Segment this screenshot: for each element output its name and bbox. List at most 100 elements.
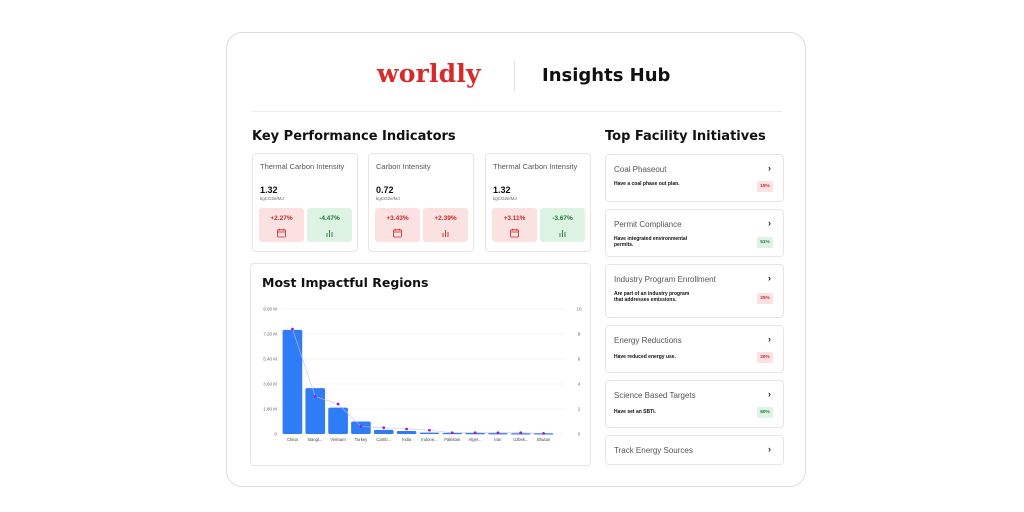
kpi-name: Thermal Carbon Intensity bbox=[493, 162, 578, 171]
bar-chart-icon bbox=[559, 230, 566, 237]
initiative-industry-program-enrollment[interactable]: Industry Program Enrollment › Are part o… bbox=[605, 264, 784, 318]
y-tick-right: 8 bbox=[578, 332, 581, 337]
calendar-icon bbox=[277, 228, 286, 238]
x-tick-label: Bangl... bbox=[308, 437, 322, 442]
initiative-desc: Have integrated environmental permits. bbox=[614, 236, 688, 248]
series-point bbox=[405, 427, 408, 431]
y-tick-right: 4 bbox=[578, 382, 581, 387]
series-point bbox=[542, 431, 545, 435]
chevron-right-icon[interactable]: › bbox=[768, 444, 771, 454]
bar bbox=[305, 388, 326, 434]
kpi-name: Thermal Carbon Intensity bbox=[260, 162, 345, 171]
calendar-icon bbox=[510, 228, 519, 238]
initiatives-section-title: Top Facility Initiatives bbox=[605, 129, 766, 144]
initiative-name: Permit Compliance bbox=[614, 220, 682, 229]
bar bbox=[419, 432, 440, 434]
x-tick-label: Indone... bbox=[421, 437, 437, 442]
x-tick-label: China bbox=[287, 437, 299, 442]
initiative-name: Industry Program Enrollment bbox=[614, 275, 716, 284]
bar bbox=[282, 329, 303, 434]
initiative-pct-badge: 20% bbox=[757, 352, 773, 363]
y-tick-left: 0 bbox=[274, 432, 277, 437]
x-tick-label: Alger... bbox=[469, 437, 482, 442]
series-point bbox=[450, 431, 454, 435]
x-tick-label: Turkey bbox=[355, 437, 369, 442]
series-point bbox=[382, 426, 386, 430]
chevron-right-icon[interactable]: › bbox=[768, 334, 771, 344]
initiative-pct-badge: 51% bbox=[757, 237, 773, 248]
x-tick-label: Pakistan bbox=[444, 437, 461, 442]
kpi-change-value: +2.27% bbox=[270, 215, 293, 222]
kpi-change-value: -4.47% bbox=[319, 215, 340, 222]
kpi-unit: kgCO2e/MJ bbox=[260, 196, 284, 201]
chevron-right-icon[interactable]: › bbox=[768, 273, 771, 283]
kpi-change-value: +3.43% bbox=[386, 215, 409, 222]
regions-title: Most Impactful Regions bbox=[262, 275, 429, 290]
header-divider bbox=[514, 61, 515, 91]
kpi-change-value: -3.67% bbox=[552, 215, 573, 222]
series-point bbox=[473, 431, 477, 435]
header-rule bbox=[252, 111, 782, 112]
x-tick-label: Vietnam bbox=[330, 437, 346, 442]
kpi-value: 1.32 bbox=[493, 185, 511, 195]
initiative-desc: Are part of an industry program that add… bbox=[614, 291, 690, 303]
series-point bbox=[359, 425, 363, 428]
x-tick-label: Iran bbox=[494, 437, 502, 442]
initiative-pct-badge: 60% bbox=[757, 407, 773, 418]
initiative-desc: Have a coal phase out plan. bbox=[614, 181, 680, 187]
x-tick-label: Camb... bbox=[376, 437, 391, 442]
kpi-change-benchmark[interactable]: +2.39% bbox=[423, 208, 468, 242]
x-tick-label: Uzbek... bbox=[513, 437, 528, 442]
kpi-value: 1.32 bbox=[260, 185, 278, 195]
series-point bbox=[336, 402, 340, 406]
y-tick-left: 7.20 M bbox=[263, 332, 277, 337]
chevron-right-icon[interactable]: › bbox=[768, 163, 771, 173]
kpi-change-value: +3.11% bbox=[503, 215, 526, 222]
kpi-section-title: Key Performance Indicators bbox=[252, 129, 456, 144]
series-point bbox=[496, 431, 500, 435]
kpi-change-benchmark[interactable]: -4.47% bbox=[307, 208, 352, 242]
initiative-name: Energy Reductions bbox=[614, 336, 682, 345]
y-tick-left: 1.80 M bbox=[263, 407, 277, 412]
regions-panel: Most Impactful Regions 0 0 1.80 M 2 3.60 M 4 5… bbox=[250, 263, 591, 466]
chevron-right-icon[interactable]: › bbox=[768, 218, 771, 228]
series-line bbox=[292, 328, 544, 434]
bar bbox=[328, 407, 348, 434]
initiative-name: Track Energy Sources bbox=[614, 446, 693, 455]
initiative-name: Science Based Targets bbox=[614, 391, 696, 400]
initiative-science-based-targets[interactable]: Science Based Targets › Have set an SBTi… bbox=[605, 380, 784, 428]
kpi-change-period[interactable]: +2.27% bbox=[259, 208, 304, 242]
kpi-card-thermal-carbon-intensity[interactable]: Thermal Carbon Intensity 1.32 kgCO2e/MJ … bbox=[252, 153, 358, 252]
initiative-pct-badge: 25% bbox=[757, 293, 773, 304]
series-point bbox=[313, 395, 317, 398]
kpi-unit: kgCO2e/MJ bbox=[376, 196, 400, 201]
series-point bbox=[428, 428, 431, 432]
regions-bar-chart: 0 0 1.80 M 2 3.60 M 4 5.40 M 6 7.20 M 8 9.00 M 10 Ch… bbox=[263, 307, 582, 443]
kpi-change-period[interactable]: +3.43% bbox=[375, 208, 420, 242]
initiative-permit-compliance[interactable]: Permit Compliance › Have integrated envi… bbox=[605, 209, 784, 257]
initiative-name: Coal Phaseout bbox=[614, 165, 667, 174]
bar-chart-icon bbox=[326, 230, 333, 237]
y-tick-left: 9.00 M bbox=[263, 307, 277, 312]
kpi-name: Carbon Intensity bbox=[376, 162, 431, 171]
initiative-pct-badge: 15% bbox=[757, 181, 773, 192]
header: worldly Insights Hub bbox=[227, 33, 805, 113]
initiative-energy-reductions[interactable]: Energy Reductions › Have reduced energy … bbox=[605, 325, 784, 373]
x-tick-label: Bhutan bbox=[537, 437, 551, 442]
kpi-change-period[interactable]: +3.11% bbox=[492, 208, 537, 242]
bar bbox=[396, 430, 417, 434]
bar-chart-icon bbox=[442, 230, 449, 237]
initiative-track-energy-sources[interactable]: Track Energy Sources › bbox=[605, 435, 784, 465]
y-tick-right: 10 bbox=[576, 307, 582, 312]
kpi-card-carbon-intensity[interactable]: Carbon Intensity 0.72 kgCO2e/MJ +3.43% +… bbox=[368, 153, 474, 252]
bar bbox=[373, 429, 394, 434]
y-tick-right: 6 bbox=[578, 357, 581, 362]
y-tick-left: 5.40 M bbox=[263, 357, 277, 362]
series-point bbox=[519, 431, 523, 435]
kpi-card-thermal-carbon-intensity-2[interactable]: Thermal Carbon Intensity 1.32 kgCO2e/MJ … bbox=[485, 153, 591, 252]
insights-hub-panel: worldly Insights Hub Key Performance Ind… bbox=[226, 32, 806, 487]
kpi-change-benchmark[interactable]: -3.67% bbox=[540, 208, 585, 242]
worldly-logo: worldly bbox=[377, 59, 481, 88]
initiative-coal-phaseout[interactable]: Coal Phaseout › Have a coal phase out pl… bbox=[605, 154, 784, 202]
chevron-right-icon[interactable]: › bbox=[768, 389, 771, 399]
